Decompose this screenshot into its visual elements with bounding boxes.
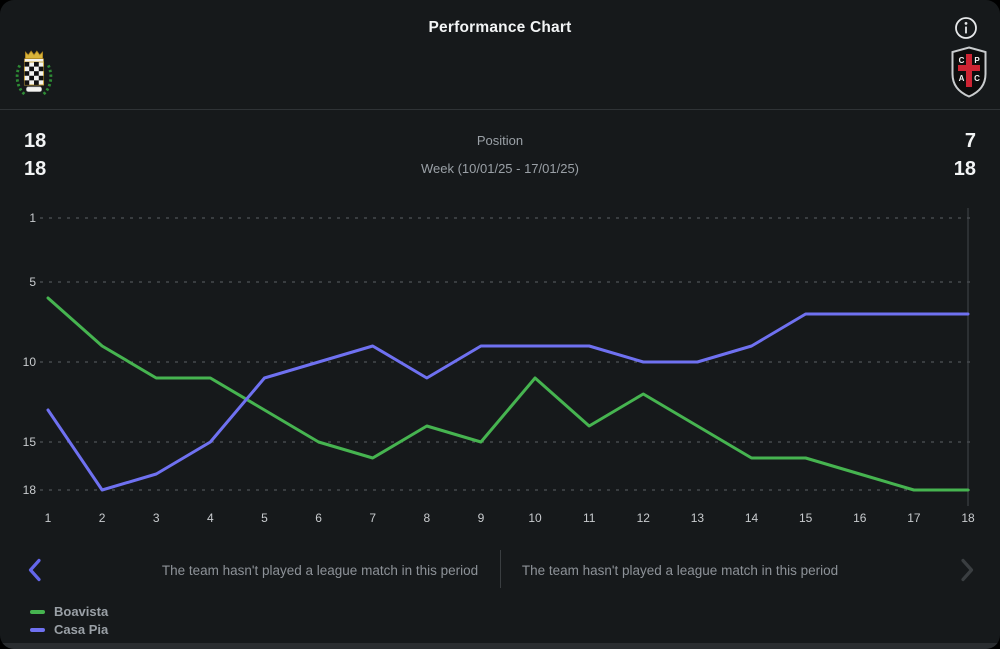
svg-text:16: 16 (853, 511, 867, 525)
home-team-stats: 18 18 (24, 127, 46, 183)
next-period-button[interactable] (952, 557, 980, 583)
svg-text:13: 13 (691, 511, 705, 525)
home-team-logo-boavista (13, 46, 55, 105)
svg-text:15: 15 (23, 435, 37, 449)
boavista-crest-icon (13, 50, 55, 104)
svg-text:11: 11 (583, 511, 596, 525)
svg-text:9: 9 (478, 511, 485, 525)
chart-legend: Boavista Casa Pia (30, 604, 108, 637)
svg-text:18: 18 (23, 483, 37, 497)
legend-item-boavista: Boavista (30, 604, 108, 619)
header: Performance Chart (0, 0, 1000, 56)
info-icon (953, 17, 979, 44)
page-title: Performance Chart (428, 19, 572, 36)
svg-text:C: C (974, 74, 980, 83)
bottom-strip (0, 643, 1000, 649)
away-team-logo-casa-pia: C P A C (949, 46, 989, 103)
svg-text:17: 17 (907, 511, 921, 525)
svg-text:12: 12 (637, 511, 651, 525)
svg-text:5: 5 (261, 511, 268, 525)
position-stat-label: Position (476, 133, 524, 148)
header-divider (0, 109, 1000, 110)
boavista-color-swatch (30, 609, 45, 614)
svg-text:14: 14 (745, 511, 759, 525)
svg-text:18: 18 (961, 511, 975, 525)
home-no-match-message: The team hasn't played a league match in… (161, 562, 479, 578)
legend-label: Casa Pia (54, 622, 109, 637)
svg-text:8: 8 (423, 511, 430, 525)
svg-text:3: 3 (153, 511, 160, 525)
away-no-match-message: The team hasn't played a league match in… (521, 562, 839, 578)
previous-period-button[interactable] (22, 557, 50, 583)
svg-text:P: P (974, 56, 980, 65)
away-position-value: 7 (964, 130, 976, 152)
svg-text:1: 1 (45, 511, 52, 525)
svg-text:4: 4 (207, 511, 214, 525)
casa-pia-crest-icon: C P A C (949, 46, 989, 102)
svg-text:A: A (959, 74, 965, 83)
chevron-left-icon (22, 558, 50, 586)
svg-text:10: 10 (23, 355, 37, 369)
chevron-right-icon (952, 558, 980, 586)
info-button[interactable] (953, 15, 979, 41)
week-range-label: Week (10/01/25 - 17/01/25) (420, 161, 580, 176)
svg-text:2: 2 (99, 511, 106, 525)
home-week-value: 18 (24, 158, 47, 180)
home-position-value: 18 (24, 130, 47, 152)
legend-label: Boavista (54, 604, 109, 619)
away-week-value: 18 (953, 158, 976, 180)
svg-text:C: C (959, 56, 965, 65)
svg-text:5: 5 (29, 275, 36, 289)
message-divider (500, 550, 501, 588)
legend-item-casa-pia: Casa Pia (30, 622, 108, 637)
svg-text:15: 15 (799, 511, 813, 525)
svg-text:6: 6 (315, 511, 322, 525)
svg-text:1: 1 (29, 211, 36, 225)
casa-pia-color-swatch (30, 627, 45, 632)
stat-labels: Position Week (10/01/25 - 17/01/25) (0, 127, 1000, 183)
svg-text:10: 10 (528, 511, 542, 525)
svg-text:7: 7 (369, 511, 376, 525)
away-team-stats: 7 18 (954, 127, 976, 183)
